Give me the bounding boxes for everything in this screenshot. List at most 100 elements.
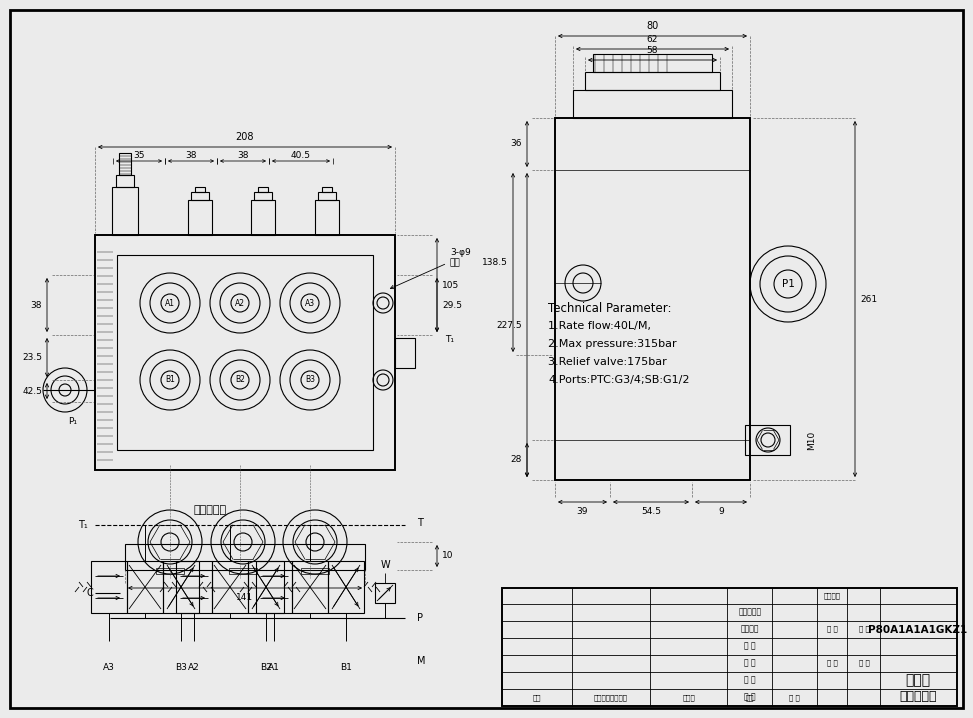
Text: 261: 261	[860, 294, 877, 304]
Text: 图样标记: 图样标记	[823, 592, 841, 600]
Text: A1: A1	[269, 663, 280, 673]
Text: B3: B3	[305, 376, 315, 385]
Text: 62: 62	[647, 35, 658, 44]
Text: 38: 38	[237, 151, 249, 159]
Bar	[318, 192, 336, 200]
Bar	[91, 561, 127, 613]
Text: 208: 208	[235, 132, 254, 142]
Text: 外型尺寸图: 外型尺寸图	[899, 691, 937, 704]
Bar	[119, 153, 131, 175]
Bar	[117, 255, 373, 450]
Text: 描 图: 描 图	[744, 658, 756, 668]
Text: 58: 58	[647, 46, 659, 55]
Text: B3: B3	[175, 663, 187, 673]
Text: 36: 36	[511, 139, 522, 149]
Text: 54.5: 54.5	[641, 507, 661, 516]
Text: 105: 105	[442, 281, 459, 289]
Text: 标记: 标记	[533, 695, 541, 701]
Text: B2: B2	[260, 663, 271, 673]
Bar	[116, 175, 134, 187]
Text: 40.5: 40.5	[291, 151, 311, 159]
Text: A2: A2	[188, 663, 199, 673]
Text: 29.5: 29.5	[442, 301, 462, 309]
Bar	[573, 90, 732, 118]
Text: 工艺检查: 工艺检查	[740, 625, 759, 633]
Text: Technical Parameter:: Technical Parameter:	[548, 302, 671, 314]
Text: 重 量: 重 量	[827, 625, 838, 633]
Text: 液压原理图: 液压原理图	[194, 505, 227, 515]
Bar	[251, 200, 275, 235]
Text: T₁: T₁	[78, 520, 88, 530]
Text: 1.Rate flow:40L/M,: 1.Rate flow:40L/M,	[548, 321, 651, 331]
Text: 制 图: 制 图	[744, 676, 756, 684]
Text: W: W	[380, 560, 390, 570]
Text: 更改内容或编改图: 更改内容或编改图	[594, 695, 628, 701]
Text: T₁: T₁	[445, 335, 454, 345]
Bar	[176, 561, 212, 613]
Bar	[258, 187, 268, 192]
Text: A3: A3	[305, 299, 315, 307]
Text: 第 张: 第 张	[858, 660, 869, 666]
Bar	[502, 588, 957, 706]
Text: 38: 38	[185, 151, 197, 159]
Bar	[112, 187, 138, 235]
Text: 39: 39	[577, 507, 589, 516]
Text: A3: A3	[103, 663, 115, 673]
Text: C: C	[87, 588, 93, 598]
Text: 多路阀: 多路阀	[906, 673, 930, 687]
Text: 设 计: 设 计	[744, 692, 756, 701]
Text: 3.Relief valve:175bar: 3.Relief valve:175bar	[548, 357, 667, 367]
Text: T: T	[417, 518, 423, 528]
Bar	[555, 118, 750, 480]
Bar	[95, 235, 395, 470]
Text: 校 对: 校 对	[744, 641, 756, 651]
Bar	[188, 200, 212, 235]
Text: P₁: P₁	[68, 417, 78, 426]
Bar	[156, 568, 184, 574]
Bar	[125, 544, 365, 570]
Bar	[195, 187, 205, 192]
Text: 4.Ports:PTC:G3/4;SB:G1/2: 4.Ports:PTC:G3/4;SB:G1/2	[548, 375, 690, 385]
Bar	[191, 192, 209, 200]
Text: 80: 80	[646, 21, 659, 31]
Bar	[322, 187, 332, 192]
Text: 141: 141	[236, 593, 254, 602]
Text: P1: P1	[781, 279, 794, 289]
Bar	[593, 54, 712, 72]
Text: B2: B2	[235, 376, 245, 385]
Text: P80A1A1A1GKZ1: P80A1A1A1GKZ1	[868, 625, 967, 635]
Text: 审 核: 审 核	[789, 695, 800, 701]
Text: 42.5: 42.5	[22, 386, 42, 396]
Bar	[375, 583, 395, 603]
Bar	[585, 72, 720, 90]
Bar	[127, 561, 163, 613]
Bar	[212, 561, 248, 613]
Bar	[248, 561, 284, 613]
Bar	[229, 568, 257, 574]
Text: 比 例: 比 例	[858, 625, 869, 633]
Text: 10: 10	[442, 551, 453, 561]
Text: 9: 9	[718, 507, 724, 516]
Text: 标准化检查: 标准化检查	[739, 607, 762, 617]
Bar	[254, 192, 272, 200]
Text: P: P	[417, 613, 423, 623]
Text: 227.5: 227.5	[496, 320, 522, 330]
Text: 3-φ9
通孔: 3-φ9 通孔	[390, 248, 471, 289]
Text: 共 张: 共 张	[827, 660, 838, 666]
Text: M10: M10	[808, 430, 816, 449]
Bar	[395, 338, 415, 368]
Bar	[315, 200, 339, 235]
Bar	[163, 561, 199, 613]
Bar	[328, 561, 364, 613]
Text: 28: 28	[511, 455, 522, 465]
Text: 更改人: 更改人	[683, 695, 696, 701]
Bar	[292, 561, 328, 613]
Text: 日期: 日期	[745, 695, 754, 701]
Text: 35: 35	[133, 151, 145, 159]
Bar	[256, 561, 292, 613]
Text: 38: 38	[30, 301, 42, 309]
Text: B1: B1	[165, 376, 175, 385]
Text: 2.Max pressure:315bar: 2.Max pressure:315bar	[548, 339, 676, 349]
Bar	[745, 425, 790, 455]
Text: 23.5: 23.5	[22, 353, 42, 362]
